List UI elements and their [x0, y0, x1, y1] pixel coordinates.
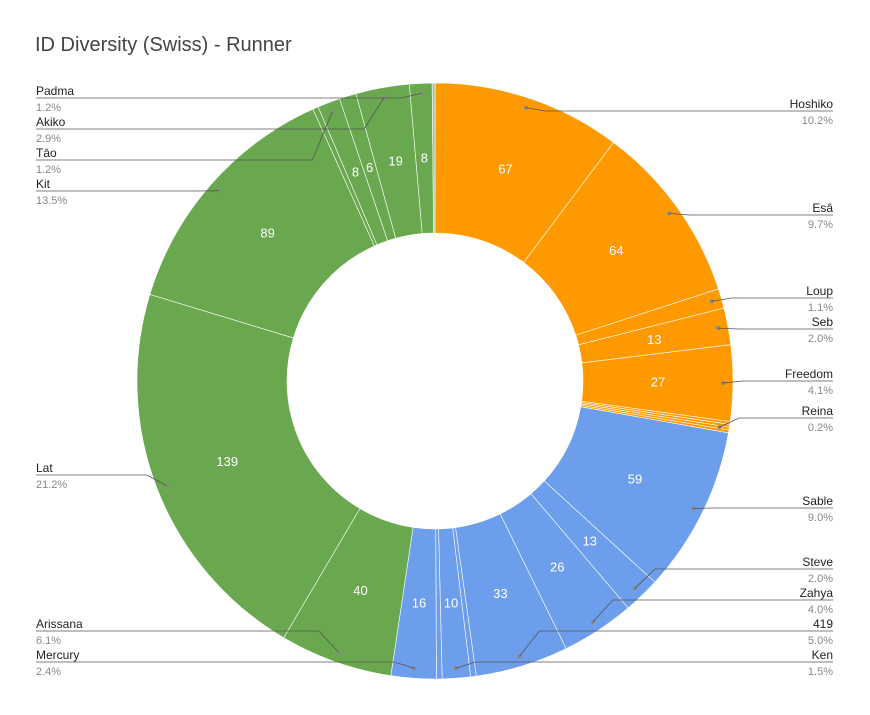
value-label-akiko: 19 — [388, 154, 402, 169]
callout-name-akiko: Akiko — [36, 115, 66, 129]
callout-name-lat: Lat — [36, 461, 53, 475]
callout-percent-akiko: 2.9% — [36, 133, 61, 145]
callout-percent-reina: 0.2% — [808, 422, 833, 434]
callout-percent-loup: 1.1% — [808, 302, 833, 314]
callout-percent-hoshiko: 10.2% — [802, 115, 833, 127]
leader-line-zahya — [592, 599, 833, 623]
leader-line-419 — [519, 630, 833, 657]
leader-line-seb — [718, 327, 833, 330]
slices-layer — [136, 82, 734, 680]
callout-percent-steve: 2.0% — [808, 573, 833, 585]
leader-line-ken — [455, 661, 833, 669]
value-label-arissana: 40 — [353, 583, 367, 598]
leader-line-arissana — [36, 630, 340, 653]
chart-title: ID Diversity (Swiss) - Runner — [35, 34, 292, 56]
value-label-freedom: 27 — [651, 375, 665, 390]
leader-line-reina — [719, 417, 833, 428]
value-label-419: 33 — [493, 586, 507, 601]
callout-percent-freedom: 4.1% — [808, 385, 833, 397]
value-label-esa: 64 — [609, 243, 623, 258]
leader-line-lat — [36, 474, 167, 486]
leader-line-mercury — [36, 661, 415, 669]
value-label-padma: 8 — [421, 150, 428, 165]
callout-name-kit: Kit — [36, 177, 51, 191]
callout-percent-arissana: 6.1% — [36, 635, 61, 647]
leader-line-akiko — [36, 97, 385, 130]
leader-line-esa — [669, 212, 833, 216]
slice-kit[interactable] — [149, 108, 375, 339]
callout-percent-tao: 1.2% — [36, 164, 61, 176]
leader-line-steve — [634, 568, 833, 589]
callout-name-steve: Steve — [802, 555, 833, 569]
value-label-lat: 139 — [216, 454, 238, 469]
leader-line-freedom — [722, 380, 833, 384]
leader-lines-layer — [36, 91, 833, 671]
value-label-unnamed-22: 6 — [366, 160, 373, 175]
callout-name-reina: Reina — [802, 404, 834, 418]
callout-name-loup: Loup — [806, 284, 833, 298]
callout-name-esa: Esâ — [812, 201, 833, 215]
slice-unnamed-25[interactable] — [431, 82, 436, 234]
callout-name-zahya: Zahya — [800, 586, 834, 600]
value-label-ken: 10 — [444, 595, 458, 610]
leader-line-loup — [711, 297, 833, 302]
callout-name-mercury: Mercury — [36, 648, 79, 662]
callout-percent-kit: 13.5% — [36, 195, 67, 207]
callout-name-seb: Seb — [812, 315, 834, 329]
value-label-steve: 13 — [583, 533, 597, 548]
callout-percent-lat: 21.2% — [36, 479, 67, 491]
callout-name-ken: Ken — [812, 648, 833, 662]
value-label-seb: 13 — [647, 332, 661, 347]
callout-name-419: 419 — [813, 617, 833, 631]
callout-name-padma: Padma — [36, 84, 74, 98]
callout-name-arissana: Arissana — [36, 617, 83, 631]
leader-line-padma — [36, 92, 422, 99]
value-label-tao: 8 — [352, 165, 359, 180]
callout-percent-zahya: 4.0% — [808, 604, 833, 616]
callout-percent-ken: 1.5% — [808, 666, 833, 678]
value-label-mercury: 16 — [412, 595, 426, 610]
leader-line-tao — [36, 111, 333, 161]
callout-percent-seb: 2.0% — [808, 333, 833, 345]
leader-line-hoshiko — [525, 107, 833, 112]
callout-name-freedom: Freedom — [785, 367, 833, 381]
labels-layer: 67 Hoshiko 10.2% 64 Esâ 9.7% Loup 1.1% 13 Seb 2.0%… — [36, 84, 833, 678]
callout-percent-419: 5.0% — [808, 635, 833, 647]
value-label-sable: 59 — [628, 472, 642, 487]
callout-percent-mercury: 2.4% — [36, 666, 61, 678]
callout-percent-padma: 1.2% — [36, 102, 61, 114]
callout-percent-esa: 9.7% — [808, 219, 833, 231]
slice-lat[interactable] — [136, 293, 361, 639]
value-label-kit: 89 — [260, 226, 274, 241]
value-label-hoshiko: 67 — [498, 161, 512, 176]
callout-name-hoshiko: Hoshiko — [790, 97, 834, 111]
value-label-zahya: 26 — [550, 559, 564, 574]
callout-percent-sable: 9.0% — [808, 512, 833, 524]
callout-name-sable: Sable — [802, 494, 833, 508]
callout-name-tao: Tāo — [36, 146, 57, 160]
